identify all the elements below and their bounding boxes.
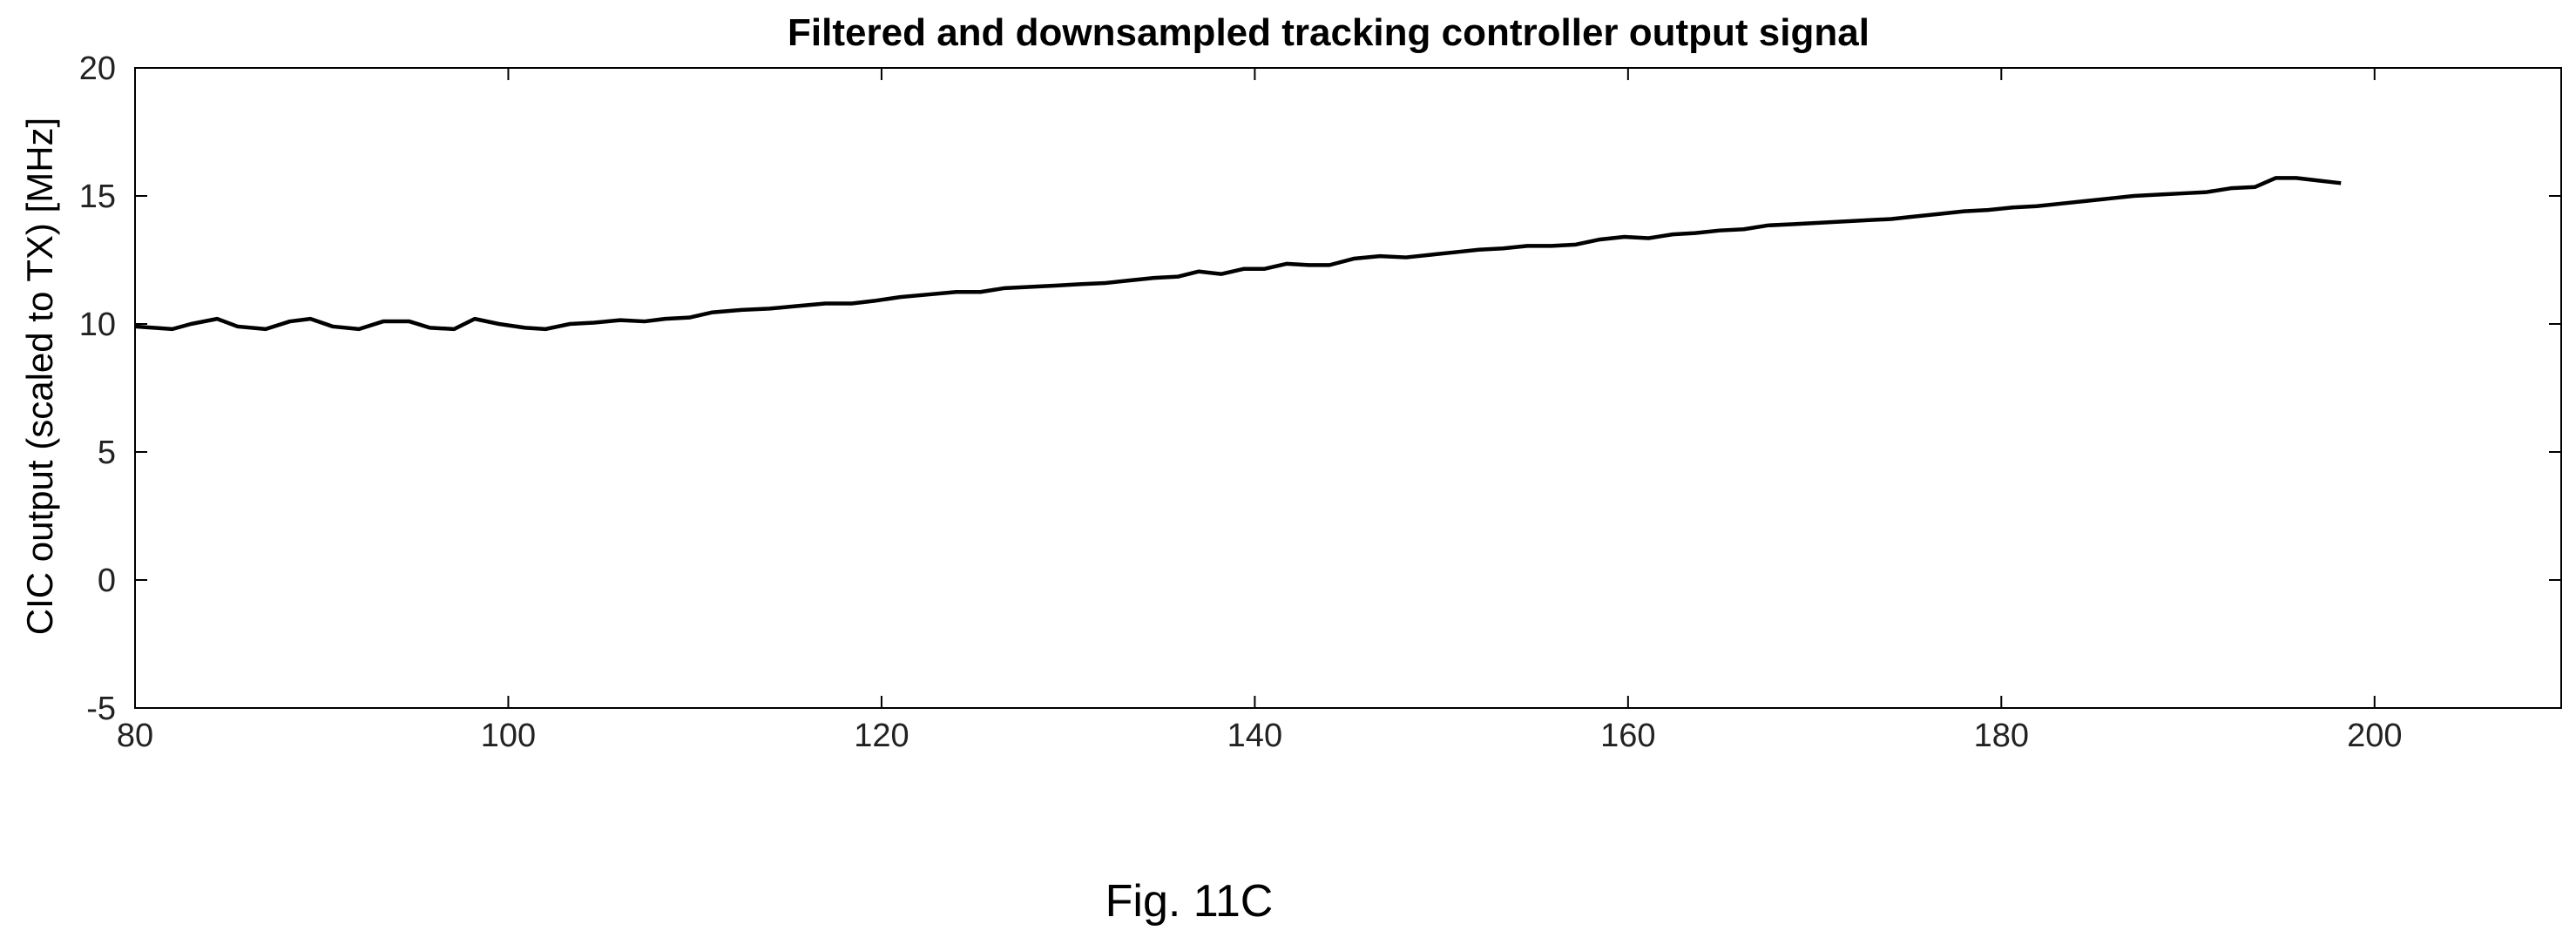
- figure-caption: Fig. 11C: [1105, 876, 1274, 927]
- x-tick-label: 200: [2347, 718, 2402, 754]
- x-tick-label: 180: [1974, 718, 2029, 754]
- x-tick-label: 80: [117, 718, 153, 754]
- x-axis: 80 100 120 140 160 180 200: [117, 68, 2402, 754]
- x-tick-label: 160: [1600, 718, 1655, 754]
- y-tick-label: -5: [86, 691, 116, 727]
- y-tick-label: 5: [98, 435, 116, 471]
- y-axis-label: CIC output (scaled to TX) [MHz]: [19, 118, 60, 635]
- y-tick-label: 20: [79, 51, 116, 87]
- y-tick-label: 15: [79, 179, 116, 215]
- x-tick-label: 120: [854, 718, 909, 754]
- x-tick-label: 140: [1227, 718, 1282, 754]
- y-tick-label: 10: [79, 307, 116, 343]
- plot-area-frame: [134, 67, 2562, 709]
- chart-title: Filtered and downsampled tracking contro…: [788, 11, 1869, 54]
- x-tick-label: 100: [481, 718, 536, 754]
- y-axis: -5 0 5 10 15 20: [79, 51, 2561, 727]
- y-tick-label: 0: [98, 563, 116, 599]
- series-line: [134, 176, 2342, 332]
